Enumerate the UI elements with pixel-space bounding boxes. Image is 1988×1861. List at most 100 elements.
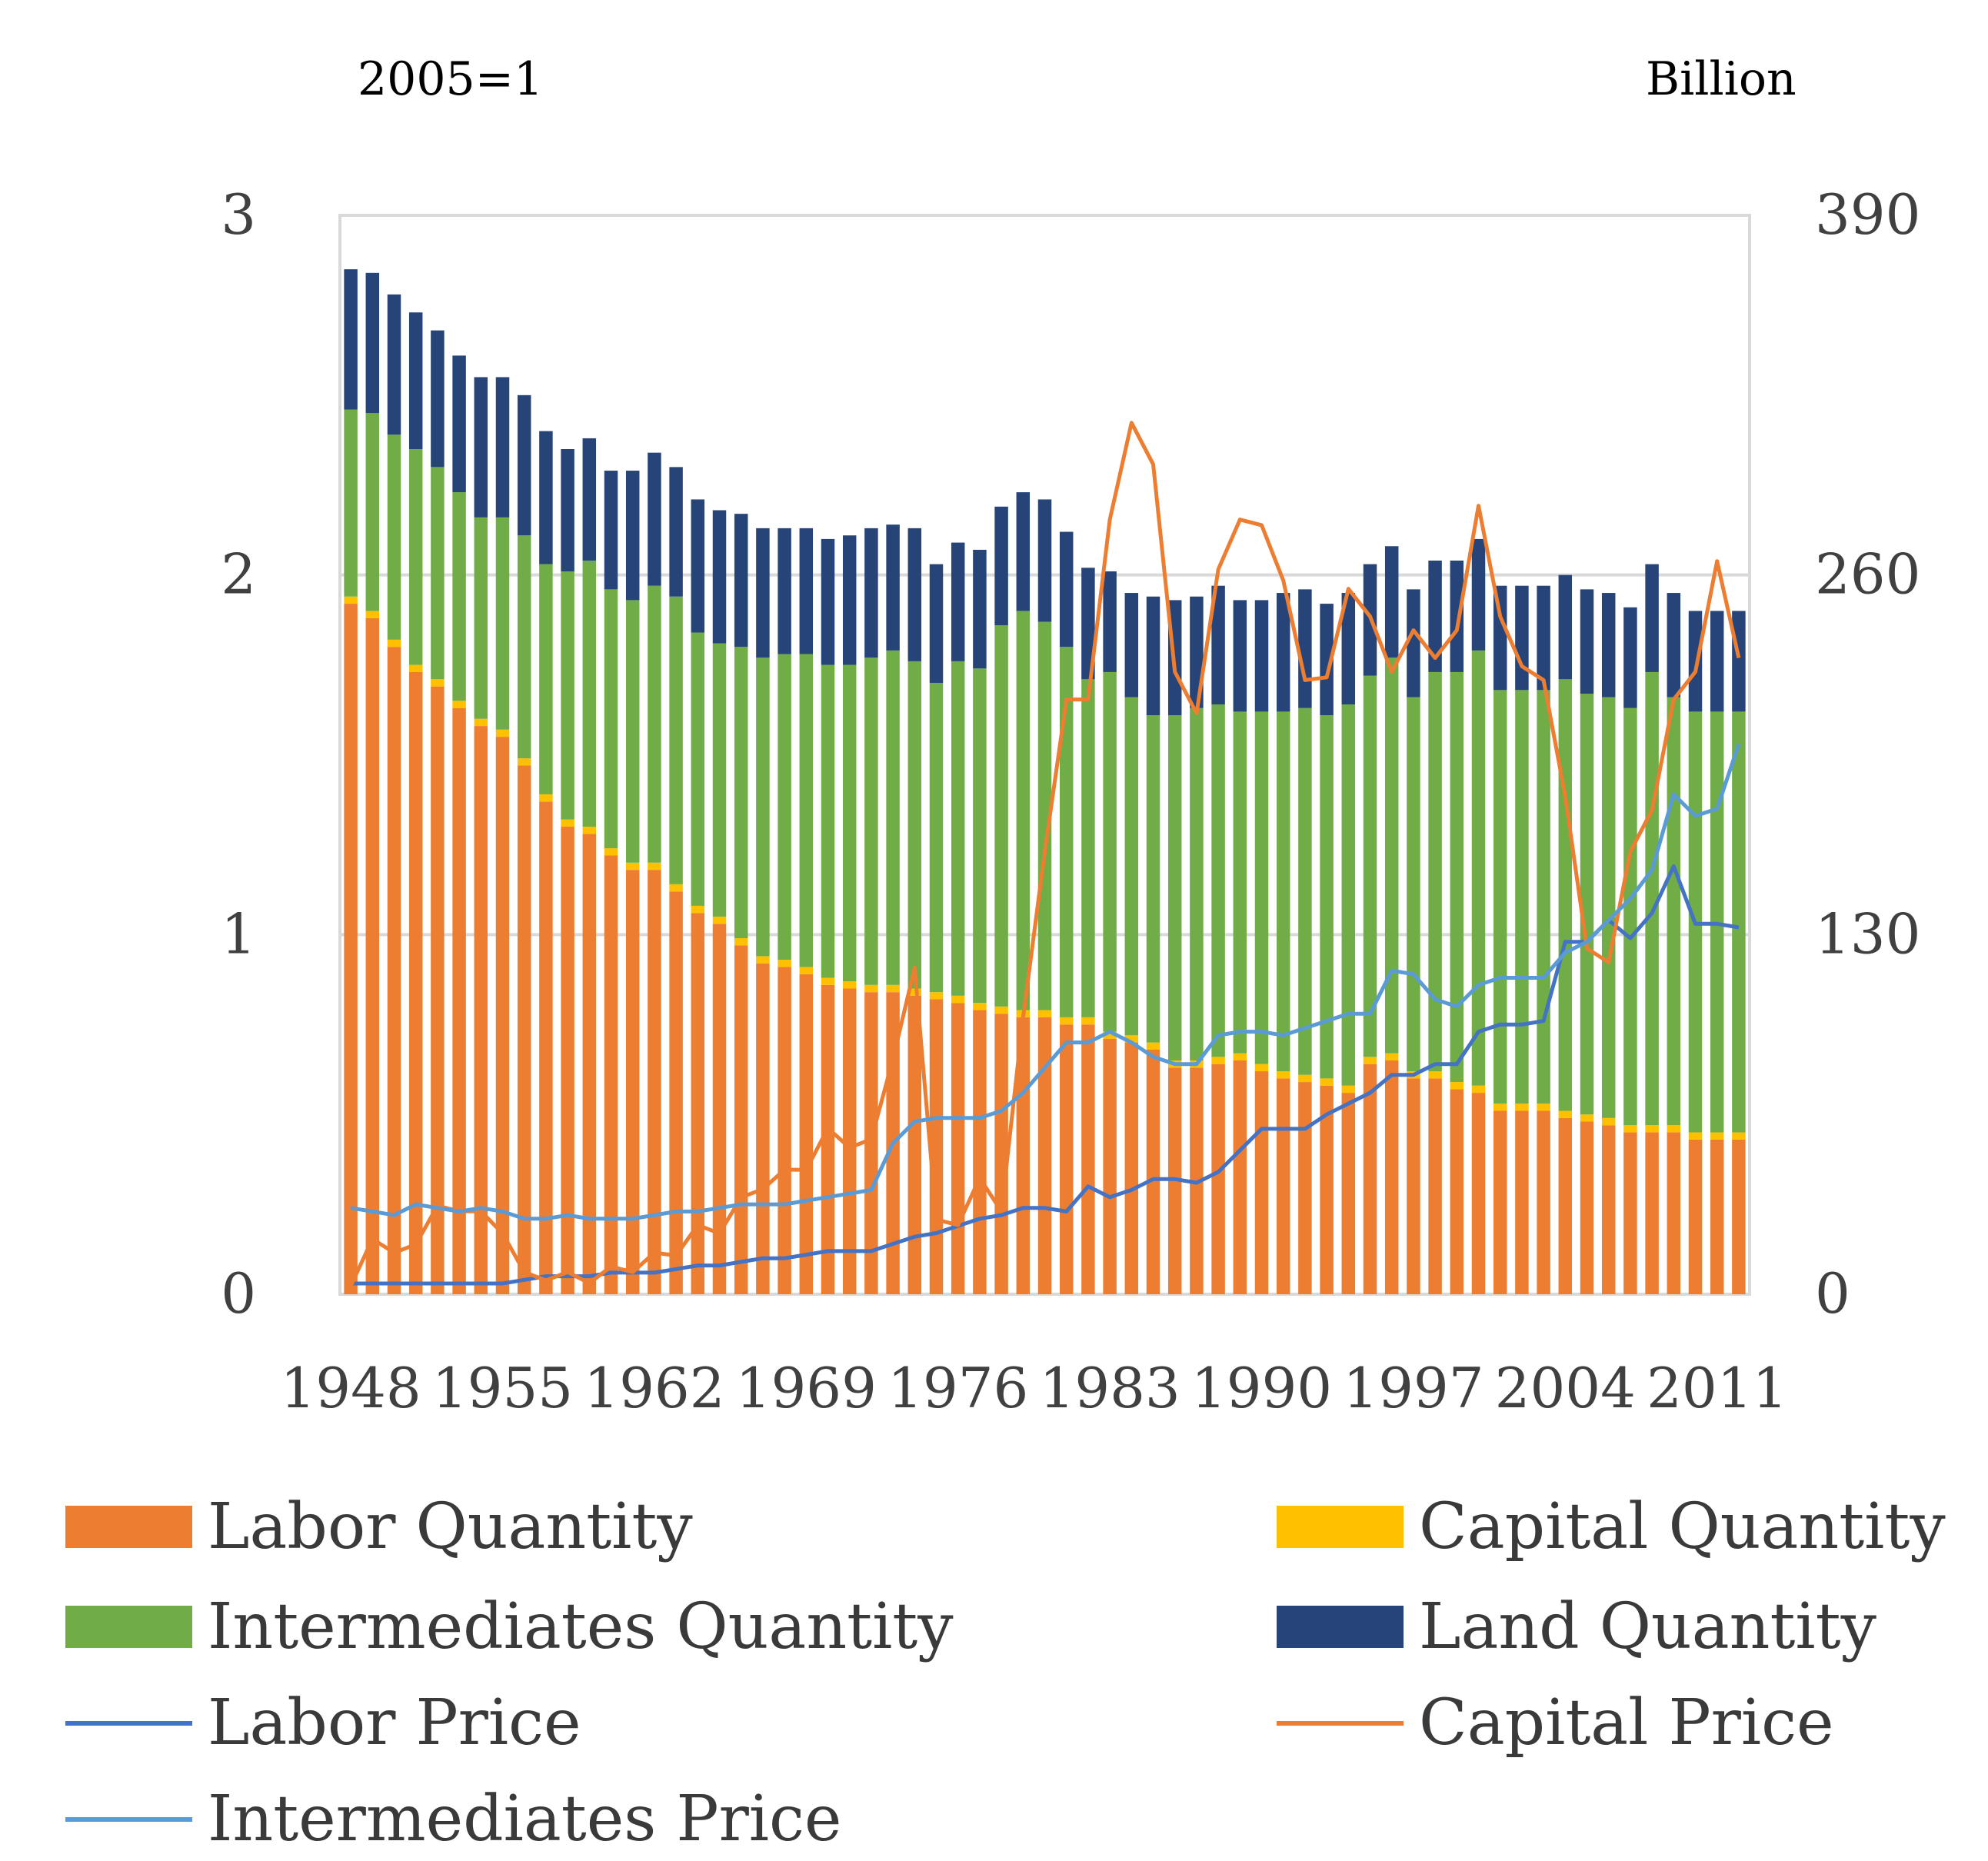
bar-land-quantity <box>365 272 380 414</box>
bar-intermediates-quantity <box>1515 690 1529 1104</box>
line-intermediates-price <box>350 743 1741 1221</box>
bar-intermediates-quantity <box>1580 693 1594 1115</box>
bar-land-quantity <box>669 467 683 597</box>
bar-capital-quantity <box>864 984 878 993</box>
bar-labor-quantity <box>1732 1139 1746 1294</box>
bar-intermediates-quantity <box>1298 707 1312 1075</box>
x-tick-label: 1983 <box>1039 1356 1180 1420</box>
legend-swatch <box>65 1720 192 1726</box>
bar-labor-quantity <box>1645 1132 1659 1294</box>
bar-capital-quantity <box>1059 1017 1074 1025</box>
legend-swatch <box>1277 1720 1404 1726</box>
x-tick-label: 1990 <box>1191 1356 1332 1420</box>
bar-intermediates-quantity <box>1493 690 1507 1104</box>
bar-land-quantity <box>452 355 466 493</box>
bar-intermediates-quantity <box>1623 707 1637 1126</box>
bar-intermediates-quantity <box>734 647 748 939</box>
bar-labor-quantity <box>1688 1139 1703 1294</box>
bar-land-quantity <box>1667 593 1681 697</box>
bar-intermediates-quantity <box>778 654 791 960</box>
right-tick-label: 390 <box>1815 182 1920 247</box>
bar-labor-quantity <box>712 924 727 1294</box>
left-tick-label: 2 <box>221 542 256 607</box>
bar-intermediates-quantity <box>604 589 618 849</box>
bar-land-quantity <box>1623 607 1637 708</box>
bar-intermediates-quantity <box>821 664 835 978</box>
bar-labor-quantity <box>821 984 835 1294</box>
bar-capital-quantity <box>648 862 661 871</box>
bar-capital-quantity <box>365 611 380 618</box>
bar-capital-quantity <box>669 884 683 892</box>
bar-land-quantity <box>778 528 791 654</box>
bar-intermediates-quantity <box>1124 697 1139 1036</box>
bar-intermediates-quantity <box>408 448 423 665</box>
bar-land-quantity <box>1341 593 1356 705</box>
bar-land-quantity <box>539 431 553 564</box>
bar-labor-quantity <box>474 726 488 1294</box>
bar-capital-quantity <box>1515 1104 1529 1111</box>
bar-intermediates-quantity <box>387 434 401 640</box>
bar-capital-quantity <box>1645 1125 1659 1133</box>
bar-labor-quantity <box>1407 1078 1420 1294</box>
left-tick-label: 1 <box>221 901 256 966</box>
bar-land-quantity <box>1645 564 1659 672</box>
bar-intermediates-quantity <box>1732 711 1746 1133</box>
bar-land-quantity <box>821 538 835 665</box>
bar-intermediates-quantity <box>648 585 661 863</box>
bar-labor-quantity <box>669 891 683 1294</box>
bar-intermediates-quantity <box>1471 650 1486 1086</box>
bar-capital-quantity <box>1124 1035 1139 1043</box>
bar-land-quantity <box>994 506 1008 626</box>
bar-intermediates-quantity <box>625 600 640 863</box>
bar-land-quantity <box>1580 589 1594 694</box>
bar-land-quantity <box>1710 611 1724 712</box>
bar-labor-quantity <box>648 870 661 1294</box>
bar-labor-quantity <box>408 671 423 1294</box>
bar-land-quantity <box>907 528 922 661</box>
bar-capital-quantity <box>1580 1114 1594 1122</box>
bar-labor-quantity <box>431 686 445 1294</box>
bar-land-quantity <box>1732 611 1746 712</box>
bar-land-quantity <box>1298 589 1312 708</box>
bar-intermediates-quantity <box>951 661 965 996</box>
bar-labor-quantity <box>864 992 878 1294</box>
x-tick-label: 1962 <box>584 1356 724 1420</box>
bar-capital-quantity <box>712 916 727 924</box>
bar-capital-quantity <box>1688 1132 1703 1140</box>
bar-intermediates-quantity <box>431 467 445 680</box>
bar-intermediates-quantity <box>1428 671 1442 1072</box>
bar-capital-quantity <box>734 938 748 946</box>
bar-capital-quantity <box>1384 1053 1399 1061</box>
bar-capital-quantity <box>1298 1074 1312 1083</box>
bar-intermediates-quantity <box>842 664 857 982</box>
bar-labor-quantity <box>1037 1017 1052 1294</box>
bar-labor-quantity <box>778 967 791 1294</box>
bar-labor-quantity <box>1103 1038 1117 1294</box>
bar-capital-quantity <box>1493 1104 1507 1111</box>
bar-labor-quantity <box>1558 1117 1573 1294</box>
bar-land-quantity <box>1211 585 1225 705</box>
right-axis-unit: Billion <box>1646 52 1797 106</box>
bar-intermediates-quantity <box>495 517 510 730</box>
bar-labor-quantity <box>561 827 574 1294</box>
bar-intermediates-quantity <box>669 596 683 884</box>
bar-land-quantity <box>1103 571 1117 672</box>
bar-intermediates-quantity <box>864 658 878 985</box>
bar-intermediates-quantity <box>1667 697 1681 1126</box>
bar-labor-quantity <box>452 707 466 1294</box>
bar-capital-quantity <box>1146 1042 1160 1050</box>
bar-land-quantity <box>929 564 944 683</box>
bar-capital-quantity <box>821 977 835 985</box>
bar-intermediates-quantity <box>474 517 488 719</box>
bar-capital-quantity <box>561 819 574 827</box>
bar-labor-quantity <box>973 1010 987 1294</box>
bar-land-quantity <box>1688 611 1703 712</box>
legend-swatch <box>1277 1606 1404 1648</box>
bar-capital-quantity <box>1710 1132 1724 1140</box>
bar-labor-quantity <box>495 737 510 1294</box>
bar-labor-quantity <box>539 801 553 1294</box>
legend-item-land-quantity: Land Quantity <box>1277 1590 1876 1663</box>
bar-intermediates-quantity <box>1276 711 1290 1072</box>
bar-intermediates-quantity <box>1167 715 1182 1061</box>
bar-capital-quantity <box>1233 1053 1247 1061</box>
